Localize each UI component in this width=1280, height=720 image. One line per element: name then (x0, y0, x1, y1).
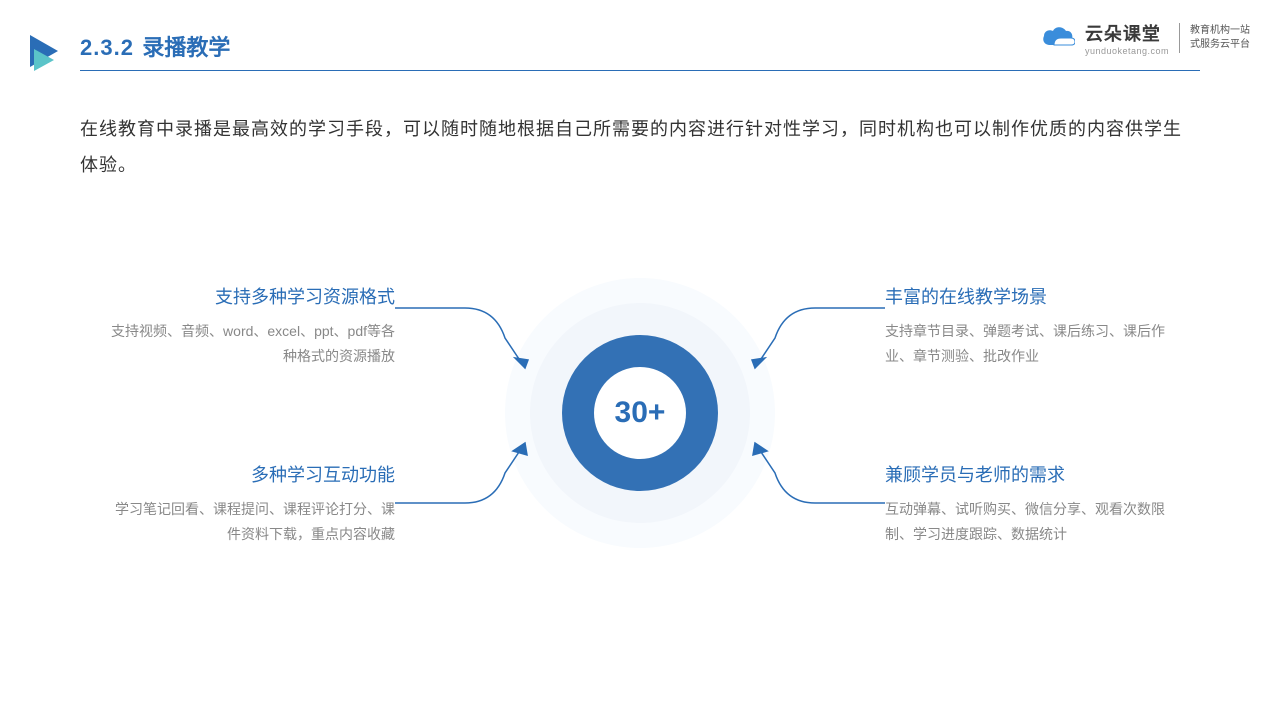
feature-top-right: 丰富的在线教学场景 支持章节目录、弹题考试、课后练习、课后作业、章节测验、批改作… (885, 283, 1175, 369)
feature-title: 兼顾学员与老师的需求 (885, 461, 1175, 487)
section-title: 录播教学 (142, 35, 230, 60)
header-underline (80, 70, 1200, 71)
feature-desc: 互动弹幕、试听购买、微信分享、观看次数限制、学习进度跟踪、数据统计 (885, 497, 1175, 547)
feature-desc: 支持视频、音频、word、excel、ppt、pdf等各种格式的资源播放 (105, 319, 395, 369)
intro-paragraph: 在线教育中录播是最高效的学习手段，可以随时随地根据自己所需要的内容进行针对性学习… (0, 81, 1280, 183)
feature-title: 多种学习互动功能 (105, 461, 395, 487)
section-number: 2.3.2 (80, 35, 134, 60)
feature-title: 支持多种学习资源格式 (105, 283, 395, 309)
connector-bottom-right (745, 433, 885, 513)
feature-bottom-right: 兼顾学员与老师的需求 互动弹幕、试听购买、微信分享、观看次数限制、学习进度跟踪、… (885, 461, 1175, 547)
logo-url-text: yunduoketang.com (1085, 46, 1169, 56)
feature-top-left: 支持多种学习资源格式 支持视频、音频、word、excel、ppt、pdf等各种… (105, 283, 395, 369)
feature-title: 丰富的在线教学场景 (885, 283, 1175, 309)
logo-brand-text: 云朵课堂 (1085, 20, 1169, 46)
feature-bottom-left: 多种学习互动功能 学习笔记回看、课程提问、课程评论打分、课件资料下载，重点内容收… (105, 461, 395, 547)
feature-desc: 学习笔记回看、课程提问、课程评论打分、课件资料下载，重点内容收藏 (105, 497, 395, 547)
connector-top-left (395, 298, 535, 378)
play-icon (30, 35, 66, 75)
connector-bottom-left (395, 433, 535, 513)
brand-logo: 云朵课堂 yunduoketang.com 教育机构一站 式服务云平台 (1041, 20, 1250, 56)
center-value: 30+ (615, 396, 666, 430)
feature-diagram: 30+ 支持多种学习资源格式 支持视频、音频、word、excel、ppt、pd… (0, 203, 1280, 623)
connector-top-right (745, 298, 885, 378)
logo-desc: 教育机构一站 式服务云平台 (1190, 24, 1250, 52)
logo-divider (1179, 23, 1180, 53)
feature-desc: 支持章节目录、弹题考试、课后练习、课后作业、章节测验、批改作业 (885, 319, 1175, 369)
cloud-icon (1041, 25, 1075, 51)
